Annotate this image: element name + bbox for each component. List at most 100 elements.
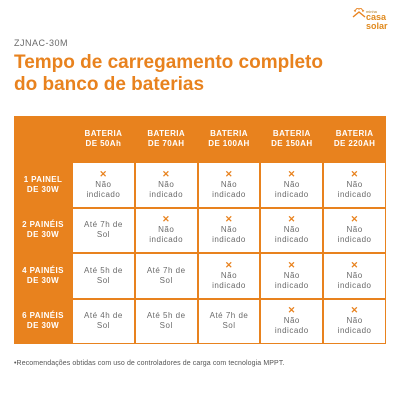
row-label-line2: DE 30W (26, 230, 60, 240)
brand-logo: minha casa solar (348, 8, 392, 38)
sun-house-icon (352, 8, 366, 18)
column-header-line1: BATERIA (210, 129, 248, 138)
not-indicated-cell: ✕ Não indicado (135, 163, 197, 207)
cell-line2: Sol (159, 275, 173, 285)
cell-line1: Não (346, 225, 363, 235)
not-indicated-cell: ✕ Não indicado (261, 254, 323, 298)
not-indicated-cell: ✕ Não indicado (135, 208, 197, 252)
x-icon: ✕ (287, 305, 296, 316)
x-icon: ✕ (350, 214, 359, 225)
charge-time-cell: Até 4h de Sol (73, 299, 134, 343)
x-icon: ✕ (350, 259, 359, 270)
not-indicated-cell: ✕ Não indicado (73, 163, 134, 207)
cell-line1: Até 4h de (84, 311, 123, 321)
not-indicated-cell: ✕ Não indicado (261, 163, 323, 207)
brand-name-bottom: solar (366, 21, 388, 31)
not-indicated-cell: ✕ Não indicado (324, 299, 385, 343)
column-header: BATERIA DE 150AH (260, 116, 323, 162)
cell-line1: Não (283, 179, 300, 189)
not-indicated-cell: ✕ Não indicado (324, 163, 385, 207)
cell-line1: Até 7h de (209, 311, 249, 321)
row-label: 4 PAINÉIS DE 30W (14, 253, 72, 299)
cell-line2: indicado (274, 280, 309, 290)
cell-line2: indicado (274, 189, 309, 199)
cell-line2: indicado (337, 326, 372, 336)
not-indicated-cell: ✕ Não indicado (198, 254, 260, 298)
charge-time-cell: Até 7h de Sol (73, 208, 134, 252)
column-header-line1: BATERIA (335, 129, 374, 138)
page-title: Tempo de carregamento completo do banco … (14, 52, 323, 95)
not-indicated-cell: ✕ Não indicado (324, 254, 385, 298)
column-header: BATERIA DE 50Ah (72, 116, 135, 162)
not-indicated-cell: ✕ Não indicado (261, 208, 323, 252)
not-indicated-cell: ✕ Não indicado (261, 299, 323, 343)
row-label: 6 PAINÉIS DE 30W (14, 299, 72, 345)
cell-line2: indicado (274, 326, 309, 336)
cell-line2: indicado (337, 235, 372, 245)
cell-line2: Sol (96, 321, 110, 331)
brand-name-top: casa (366, 12, 387, 22)
x-icon: ✕ (287, 168, 296, 179)
cell-line2: indicado (274, 235, 309, 245)
cell-line2: indicado (337, 280, 372, 290)
row-label-line1: 1 PAINEL (23, 174, 63, 184)
cell-line2: indicado (149, 235, 184, 245)
cell-line1: Não (346, 179, 363, 189)
row-label: 2 PAINÉIS DE 30W (14, 208, 72, 254)
cell-line1: Não (158, 225, 175, 235)
charge-time-cell: Até 7h de Sol (135, 254, 197, 298)
x-icon: ✕ (162, 168, 171, 179)
x-icon: ✕ (224, 259, 234, 270)
not-indicated-cell: ✕ Não indicado (198, 208, 260, 252)
cell-line2: indicado (212, 189, 246, 199)
column-header-line2: DE 70AH (147, 139, 185, 148)
cell-line1: Não (220, 179, 238, 189)
row-label-line1: 4 PAINÉIS (22, 265, 64, 275)
column-header-line2: DE 50Ah (85, 139, 122, 148)
cell-line1: Até 7h de (84, 220, 123, 230)
cell-line1: Não (158, 179, 175, 189)
column-header-line1: BATERIA (147, 129, 186, 138)
cell-line2: Sol (96, 230, 110, 240)
x-icon: ✕ (224, 168, 234, 179)
cell-line1: Não (95, 179, 112, 189)
row-label-line1: 6 PAINÉIS (22, 311, 64, 321)
charging-table: BATERIA DE 50Ah BATERIA DE 70AH BATERIA DE 10… (14, 116, 386, 344)
column-header-line2: DE 220AH (333, 139, 376, 148)
footnote: •Recomendações obtidas com uso de contro… (14, 360, 285, 367)
charge-time-cell: Até 5h de Sol (135, 299, 197, 343)
cell-line2: indicado (212, 235, 246, 245)
cell-line2: Sol (222, 321, 236, 331)
not-indicated-cell: ✕ Não indicado (198, 163, 260, 207)
cell-line1: Não (283, 316, 300, 326)
cell-line2: indicado (337, 189, 372, 199)
cell-line1: Não (346, 316, 363, 326)
cell-line1: Não (283, 225, 300, 235)
product-code: ZJNAC-30M (14, 38, 69, 48)
x-icon: ✕ (287, 259, 296, 270)
row-label-line2: DE 30W (26, 184, 60, 194)
cell-line2: indicado (212, 280, 246, 290)
x-icon: ✕ (350, 168, 359, 179)
cell-line2: Sol (159, 321, 173, 331)
cell-line1: Até 7h de (146, 265, 186, 275)
column-header-line2: DE 150AH (271, 139, 313, 148)
column-header: BATERIA DE 220AH (323, 116, 386, 162)
column-header-line1: BATERIA (272, 129, 311, 138)
cell-line1: Não (283, 270, 300, 280)
cell-line1: Até 5h de (84, 265, 123, 275)
not-indicated-cell: ✕ Não indicado (324, 208, 385, 252)
cell-line1: Não (346, 270, 363, 280)
row-label-line1: 2 PAINÉIS (22, 220, 64, 230)
x-icon: ✕ (224, 214, 234, 225)
cell-line2: Sol (96, 275, 110, 285)
row-label: 1 PAINEL DE 30W (14, 162, 72, 208)
cell-line1: Até 5h de (146, 311, 186, 321)
x-icon: ✕ (287, 214, 296, 225)
column-header: BATERIA DE 70AH (135, 116, 198, 162)
column-header: BATERIA DE 100AH (198, 116, 261, 162)
row-label-line2: DE 30W (26, 321, 60, 331)
column-header-line1: BATERIA (84, 129, 123, 138)
cell-line2: indicado (86, 189, 121, 199)
cell-line2: indicado (149, 189, 184, 199)
